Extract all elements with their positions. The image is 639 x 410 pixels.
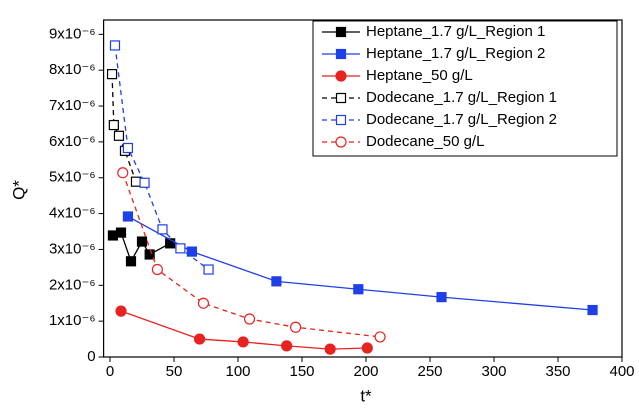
x-tick-label: 300	[481, 363, 506, 380]
series-line	[122, 172, 381, 338]
x-tick-label: 350	[545, 363, 570, 380]
marker	[139, 177, 150, 188]
marker	[271, 276, 282, 287]
x-tick-label: 400	[609, 363, 634, 380]
marker	[353, 284, 364, 295]
legend-label: Heptane_1.7 g/L_Region 1	[366, 23, 545, 40]
legend-label: Heptane_1.7 g/L_Region 2	[366, 45, 545, 62]
marker	[108, 119, 119, 131]
marker	[117, 167, 129, 179]
marker	[203, 264, 214, 275]
y-tick-label: 0	[87, 348, 95, 365]
marker	[197, 297, 210, 309]
x-tick-label: 150	[289, 363, 314, 380]
marker	[106, 69, 118, 80]
marker	[361, 342, 373, 354]
marker	[237, 336, 249, 348]
marker	[125, 256, 137, 267]
marker	[165, 238, 176, 249]
marker	[290, 321, 302, 333]
x-axis-label: t*	[360, 386, 372, 405]
marker	[587, 304, 598, 316]
marker	[335, 48, 347, 60]
x-tick-label: 200	[353, 363, 378, 380]
y-tick-label: 5x10⁻⁶	[49, 169, 96, 186]
x-tick-label: 250	[417, 363, 442, 380]
marker	[335, 114, 347, 126]
y-tick-label: 2x10⁻⁶	[49, 276, 96, 293]
marker	[324, 343, 336, 355]
marker	[115, 227, 127, 238]
marker	[335, 26, 347, 38]
y-axis-label: Q*	[9, 180, 28, 200]
plot-frame	[102, 19, 623, 358]
y-tick-label: 8x10⁻⁶	[49, 61, 96, 78]
marker	[186, 246, 198, 257]
x-tick-label: 50	[166, 363, 183, 380]
marker	[157, 224, 168, 235]
marker	[136, 236, 148, 247]
y-tick-label: 6x10⁻⁶	[49, 133, 96, 150]
marker	[281, 340, 293, 352]
marker	[194, 333, 206, 345]
marker	[113, 130, 125, 141]
legend-label: Dodecane_50 g/L	[366, 133, 484, 150]
legend-label: Dodecane_1.7 g/L_Region 2	[366, 111, 557, 128]
marker	[243, 313, 256, 325]
marker	[335, 92, 347, 104]
marker	[374, 331, 386, 343]
marker	[175, 243, 186, 254]
x-tick-label: 0	[106, 363, 114, 380]
marker	[144, 249, 155, 260]
series-line	[114, 45, 209, 271]
legend-label: Dodecane_1.7 g/L_Region 1	[366, 89, 557, 106]
series-line	[127, 215, 593, 311]
series-line	[120, 310, 368, 350]
y-tick-label: 4x10⁻⁶	[49, 205, 96, 222]
marker	[436, 292, 447, 303]
marker	[335, 136, 347, 148]
marker	[109, 40, 121, 51]
marker	[122, 211, 134, 222]
x-tick-label: 100	[225, 363, 250, 380]
y-tick-label: 7x10⁻⁶	[49, 97, 96, 114]
y-tick-label: 1x10⁻⁶	[49, 312, 96, 329]
y-tick-label: 9x10⁻⁶	[49, 25, 96, 42]
marker	[151, 263, 163, 276]
y-tick-label: 3x10⁻⁶	[49, 240, 96, 257]
marker	[115, 305, 127, 317]
legend-box	[312, 20, 618, 157]
marker	[335, 70, 347, 82]
marker	[122, 142, 134, 154]
legend-label: Heptane_50 g/L	[366, 67, 473, 84]
marker	[130, 176, 142, 187]
